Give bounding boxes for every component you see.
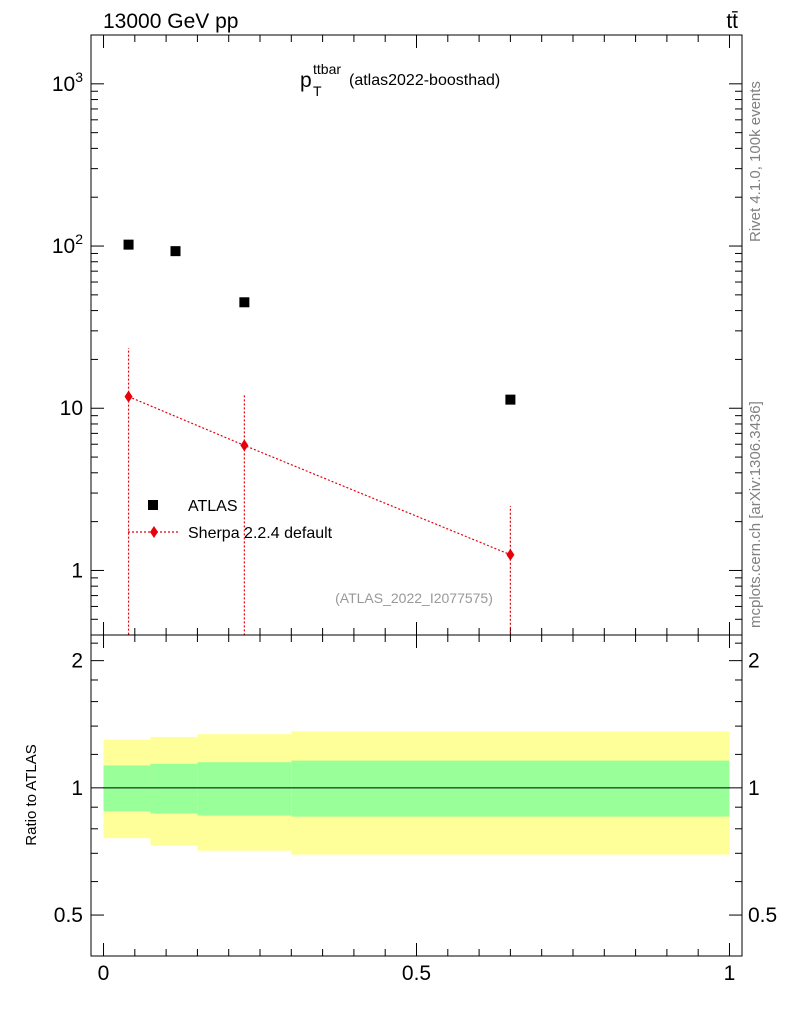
sherpa-point: [506, 548, 515, 561]
ratio-frame: [90, 634, 743, 957]
main-ytick-label: 103: [52, 69, 83, 96]
title-sup: ttbar: [313, 61, 341, 77]
ratio-band-inner: [291, 760, 730, 817]
energy-label: 13000 GeV pp: [103, 10, 238, 33]
ratio-ytick-label-right: 2: [748, 650, 760, 673]
main-ytick-label: 1: [71, 559, 83, 582]
process-label: tt̄: [726, 10, 738, 33]
title-sub: T: [313, 83, 322, 99]
title-main: p: [300, 69, 312, 92]
atlas-point: [170, 246, 181, 257]
ratio-ytick-label: 0.5: [54, 904, 83, 927]
ratio-band-inner: [197, 762, 292, 816]
plot-title: p ttbar T (atlas2022-boosthad): [300, 61, 500, 99]
ratio-xtick-label: 0.5: [402, 962, 431, 985]
data-series: [123, 239, 516, 405]
ratio-ylabel: Ratio to ATLAS: [23, 744, 40, 845]
sherpa-point: [240, 439, 249, 452]
ratio-ytick-label-right: 1: [748, 777, 760, 800]
legend-sherpa-label: Sherpa 2.2.4 default: [188, 525, 333, 542]
ratio-xtick-label: 1: [724, 962, 736, 985]
analysis-tag: (ATLAS_2022_I2077575): [335, 590, 493, 606]
mcplots-label: mcplots.cern.ch [arXiv:1306.3436]: [747, 401, 764, 628]
main-ytick-label: 102: [52, 231, 83, 258]
ratio-ytick-label: 2: [71, 650, 83, 673]
title-suffix: (atlas2022-boosthad): [349, 72, 500, 89]
ratio-band-inner: [150, 763, 198, 814]
legend: ATLAS Sherpa 2.2.4 default: [128, 498, 333, 542]
main-axes: 1 10 102 103: [52, 34, 742, 636]
atlas-point: [123, 239, 134, 250]
ratio-xtick-label: 0: [98, 962, 110, 985]
ratio-ytick-label: 1: [71, 777, 83, 800]
legend-sherpa-marker: [150, 526, 158, 538]
main-frame: [90, 34, 743, 636]
main-ytick-label: 10: [60, 397, 83, 420]
ratio-bands: [103, 731, 730, 855]
legend-atlas-label: ATLAS: [188, 498, 238, 515]
legend-atlas-marker: [148, 500, 158, 510]
atlas-point: [505, 394, 516, 405]
ratio-ytick-label-right: 0.5: [748, 904, 777, 927]
rivet-label: Rivet 4.1.0, 100k events: [747, 81, 764, 242]
mc-series: [124, 348, 515, 635]
ratio-band-inner: [103, 765, 151, 812]
atlas-point: [239, 297, 250, 308]
sherpa-point: [124, 390, 133, 403]
ratio-axes: 0.5 0.5 1 1 2 2 0 0.5 1: [54, 635, 777, 985]
